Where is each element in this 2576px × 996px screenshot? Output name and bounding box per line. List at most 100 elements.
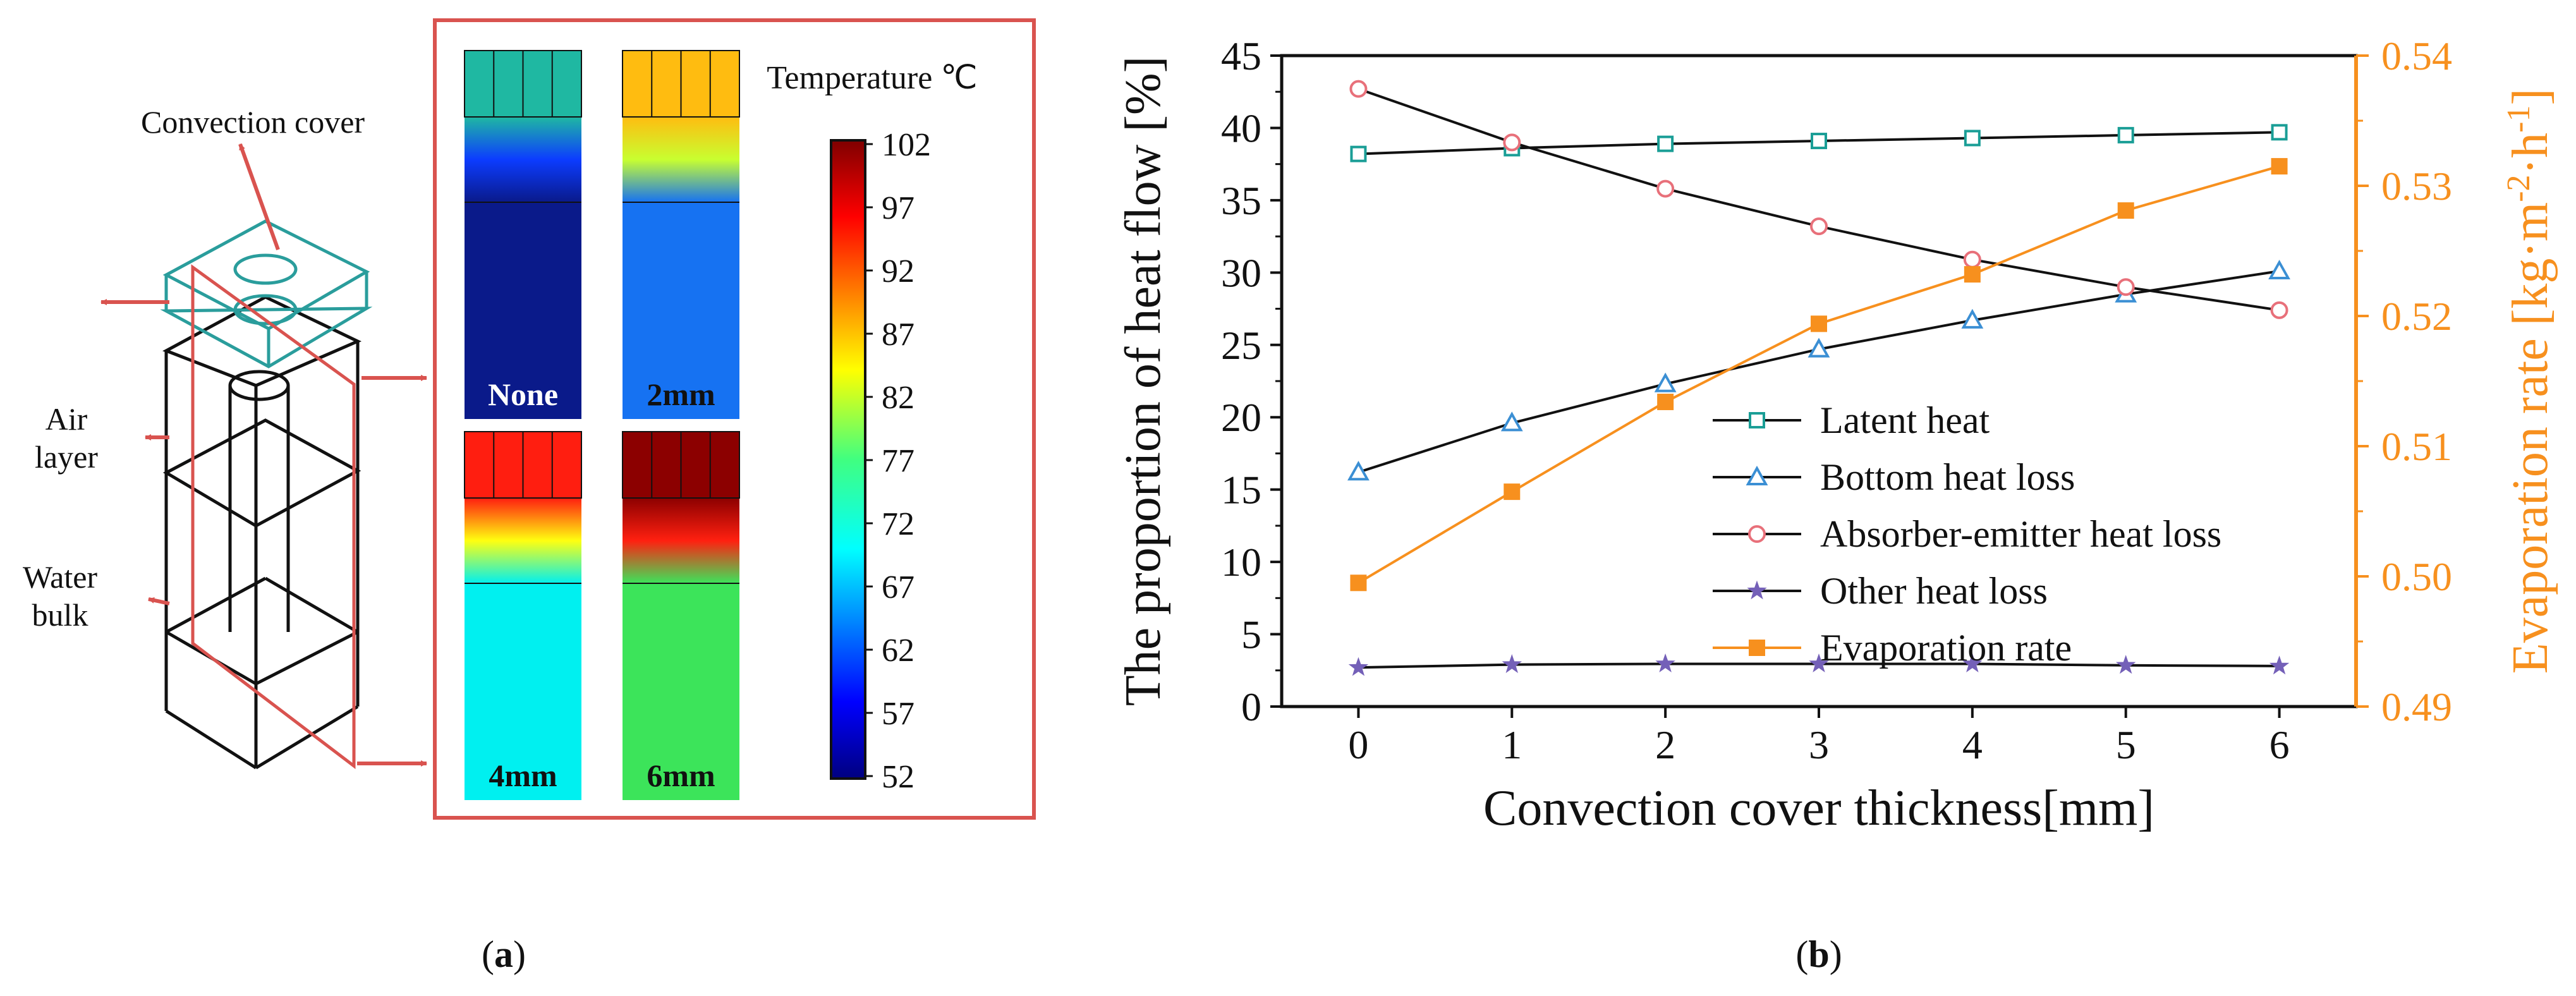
legend-marker bbox=[1749, 412, 1765, 428]
y2-tick-label: 0.51 bbox=[2381, 424, 2452, 469]
series-line-bottom-heat-loss bbox=[1358, 270, 2280, 474]
colorbar-tick-label: 82 bbox=[882, 380, 914, 416]
data-point-latent-heat bbox=[2271, 124, 2288, 141]
temperature-thumbnails: None 2mm 4mm 6mm bbox=[464, 50, 740, 800]
y2-tick-label: 0.54 bbox=[2381, 33, 2452, 78]
thumbnail-label: 2mm bbox=[647, 377, 715, 412]
colorbar-gradient bbox=[830, 139, 866, 780]
thumbnail-2mm: 2mm bbox=[622, 50, 740, 419]
x-tick-label: 4 bbox=[1962, 722, 1983, 767]
colorbar-tick-label: 57 bbox=[882, 696, 914, 732]
y-tick-label: 45 bbox=[1221, 33, 1261, 78]
y-tick-label: 30 bbox=[1221, 250, 1261, 295]
y2-axis-title: Evaporation rate [kg·m-2·h-1] bbox=[2501, 88, 2559, 674]
legend-item-latent-heat: Latent heat bbox=[1713, 399, 1990, 441]
y-tick-label: 40 bbox=[1221, 106, 1261, 150]
data-point-absorber-emitter-heat-loss bbox=[1349, 80, 1368, 98]
y-tick-label: 15 bbox=[1221, 468, 1261, 513]
thumbnail-4mm: 4mm bbox=[464, 431, 582, 800]
legend-label: Bottom heat loss bbox=[1820, 456, 2075, 498]
y-axis-title: The proportion of heat flow [%] bbox=[1115, 56, 1171, 707]
thumbnail-label: None bbox=[488, 377, 558, 412]
data-point-other-heat-loss bbox=[1962, 653, 1983, 672]
legend-marker bbox=[1749, 640, 1765, 656]
series-line-absorber-emitter-heat-loss bbox=[1358, 87, 2280, 312]
air-layer-label-line1: Air bbox=[46, 401, 88, 437]
legend-label: Latent heat bbox=[1820, 399, 1990, 441]
section-plane bbox=[191, 264, 356, 770]
y-tick-label: 25 bbox=[1221, 323, 1261, 368]
colorbar-tick-label: 72 bbox=[882, 506, 914, 542]
y-axis-left: 0 5 10 15 20 25 30 35 40 45 bbox=[1221, 33, 1282, 729]
legend-marker bbox=[1748, 525, 1766, 543]
x-tick-label: 5 bbox=[2116, 722, 2136, 767]
colorbar-tick-label: 97 bbox=[882, 190, 914, 226]
legend-marker bbox=[1747, 580, 1767, 600]
data-point-absorber-emitter-heat-loss bbox=[2117, 278, 2135, 296]
data-point-latent-heat bbox=[1964, 130, 1981, 147]
y-tick-label: 20 bbox=[1221, 395, 1261, 440]
data-point-evaporation-rate bbox=[1657, 393, 1674, 410]
thumbnail-label: 4mm bbox=[489, 758, 557, 793]
data-point-evaporation-rate bbox=[1504, 483, 1521, 501]
convection-cover-label: Convection cover bbox=[141, 104, 365, 140]
legend-label: Absorber-emitter heat loss bbox=[1820, 513, 2221, 555]
y2-tick-label: 0.53 bbox=[2381, 164, 2452, 209]
data-point-evaporation-rate bbox=[2271, 158, 2288, 175]
colorbar-tick-label: 87 bbox=[882, 317, 914, 353]
panel-b-caption: (b) bbox=[1795, 933, 1842, 975]
colorbar-tick-label: 92 bbox=[882, 253, 914, 289]
convection-cover-drawing bbox=[160, 219, 373, 368]
colorbar: Temperature ℃ 102 97 92 87 82 77 72 67 62 57 52 bbox=[767, 60, 977, 795]
data-point-other-heat-loss bbox=[1655, 653, 1675, 672]
air-layer-label-line2: layer bbox=[35, 439, 98, 475]
y-tick-label: 5 bbox=[1241, 612, 1261, 657]
colorbar-tick-label: 77 bbox=[882, 443, 914, 479]
x-axis-title: Convection cover thickness[mm] bbox=[1483, 780, 2154, 836]
series-markers bbox=[1347, 80, 2290, 676]
data-point-evaporation-rate bbox=[2117, 202, 2134, 219]
data-point-evaporation-rate bbox=[1964, 266, 1981, 283]
colorbar-ticks: 102 97 92 87 82 77 72 67 62 57 52 bbox=[865, 127, 931, 795]
data-point-bottom-heat-loss bbox=[1500, 411, 1523, 432]
legend-item-absorber-emitter-heat-loss: Absorber-emitter heat loss bbox=[1713, 513, 2221, 555]
thumbnail-None: None bbox=[464, 50, 582, 419]
colorbar-tick-label: 67 bbox=[882, 569, 914, 605]
data-point-absorber-emitter-heat-loss bbox=[1656, 179, 1675, 198]
thumbnail-air-gradient bbox=[465, 498, 581, 583]
x-axis: 0 1 2 3 4 5 6 bbox=[1348, 707, 2290, 767]
x-tick-label: 2 bbox=[1655, 722, 1675, 767]
data-point-bottom-heat-loss bbox=[1654, 372, 1677, 392]
data-point-bottom-heat-loss bbox=[1347, 461, 1370, 481]
legend: Latent heat Bottom heat loss Absorber-emit… bbox=[1713, 399, 2221, 669]
data-point-bottom-heat-loss bbox=[1961, 308, 1984, 329]
thumbnail-6mm: 6mm bbox=[622, 431, 740, 800]
data-point-latent-heat bbox=[1350, 145, 1367, 162]
x-tick-label: 3 bbox=[1809, 722, 1829, 767]
x-tick-label: 1 bbox=[1502, 722, 1522, 767]
y-tick-label: 0 bbox=[1241, 684, 1261, 729]
legend-label: Other heat loss bbox=[1820, 570, 2048, 612]
data-point-other-heat-loss bbox=[1348, 657, 1369, 676]
plot-frame bbox=[1280, 54, 2358, 708]
colorbar-title: Temperature ℃ bbox=[767, 60, 977, 96]
water-bulk-label-line1: Water bbox=[23, 559, 97, 595]
legend-label: Evaporation rate bbox=[1820, 627, 2072, 669]
y2-tick-label: 0.52 bbox=[2381, 294, 2452, 339]
data-point-other-heat-loss bbox=[1809, 653, 1829, 672]
water-bulk-label-line2: bulk bbox=[32, 597, 88, 633]
y-tick-label: 35 bbox=[1221, 178, 1261, 223]
series-lines bbox=[1358, 87, 2280, 669]
box-schematic bbox=[162, 295, 362, 770]
y2-tick-label: 0.49 bbox=[2381, 684, 2452, 729]
temperature-maps-frame bbox=[433, 18, 1036, 820]
data-point-latent-heat bbox=[1811, 133, 1827, 150]
thumbnail-air-gradient bbox=[465, 117, 581, 202]
panel-a: Convection cover Air layer Water bulk No… bbox=[23, 18, 1036, 975]
legend-item-bottom-heat-loss: Bottom heat loss bbox=[1713, 456, 2075, 498]
y2-tick-label: 0.50 bbox=[2381, 554, 2452, 599]
thumbnail-air-gradient bbox=[623, 117, 739, 202]
legend-item-other-heat-loss: Other heat loss bbox=[1713, 570, 2048, 612]
